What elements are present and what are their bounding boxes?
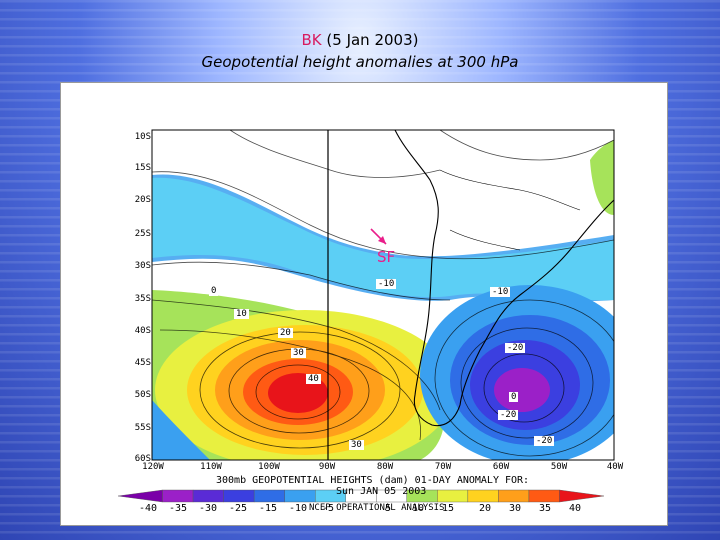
colorbar-tick: 40 (568, 503, 582, 514)
colorbar-segment (192, 489, 224, 503)
colorbar-tick: -5 (321, 503, 335, 514)
sf-marker: SF (377, 248, 396, 266)
lon-label: 40W (606, 462, 624, 472)
colorbar-segment (162, 489, 194, 503)
contour-label: 10 (234, 309, 249, 319)
map-caption-2: Sun JAN 05 2003 (336, 486, 427, 497)
colorbar-tick: -15 (258, 503, 278, 514)
event-date: (5 Jan 2003) (326, 31, 419, 49)
colorbar-tick: 30 (508, 503, 522, 514)
colorbar-tick: 35 (538, 503, 552, 514)
contour-label: -10 (376, 279, 397, 289)
contour-label: 30 (291, 348, 306, 358)
map-caption-1: 300mb GEOPOTENTIAL HEIGHTS (dam) 01-DAY … (216, 475, 530, 486)
colorbar-segment (437, 489, 469, 503)
colorbar-tick: 15 (441, 503, 455, 514)
lat-label: 15S (134, 163, 151, 173)
lon-label: 50W (550, 462, 568, 472)
lon-label: 90W (318, 462, 336, 472)
event-code: BK (301, 31, 322, 49)
lon-label: 120W (142, 462, 164, 472)
colorbar-segment (528, 489, 560, 503)
lat-label: 45S (134, 358, 151, 368)
colorbar-segment (223, 489, 255, 503)
lon-label: 80W (376, 462, 394, 472)
anomaly-band-north-light (152, 177, 614, 301)
lon-label: 60W (492, 462, 510, 472)
contour-label: 20 (278, 328, 293, 338)
colorbar-tick: -10 (288, 503, 308, 514)
colorbar-tick: 20 (478, 503, 492, 514)
contour-label: 40 (306, 374, 321, 384)
contour-label: 0 (509, 392, 519, 402)
negative-core (494, 368, 550, 412)
contour-label: -20 (505, 343, 526, 353)
lat-label: 25S (134, 229, 151, 239)
anomaly-southwest (152, 400, 210, 460)
colorbar-tick: -25 (228, 503, 248, 514)
lat-label: 20S (134, 195, 151, 205)
colorbar-segment (467, 489, 499, 503)
colorbar-segment (498, 489, 530, 503)
colorbar-tick: 10 (411, 503, 425, 514)
colorbar (117, 489, 605, 503)
lat-label: 35S (134, 294, 151, 304)
contour-label: 30 (349, 440, 364, 450)
anomaly-northeast (590, 140, 614, 215)
slide-subtitle: Geopotential height anomalies at 300 hPa (201, 53, 519, 71)
lat-label: 60S (134, 454, 151, 464)
colorbar-segment (284, 489, 316, 503)
colorbar-tick: -30 (198, 503, 218, 514)
contour-label: -20 (534, 436, 555, 446)
south-america-outline (394, 130, 614, 427)
colorbar-tick: -35 (168, 503, 188, 514)
map-caption-3: NCEP OPERATIONAL ANALYSIS (309, 503, 445, 513)
colorbar-tick: -40 (138, 503, 158, 514)
colorbar-tick: 5 (384, 503, 392, 514)
colorbar-segment (253, 489, 285, 503)
lon-label: 70W (434, 462, 452, 472)
lon-label: 110W (200, 462, 222, 472)
contour-label: -10 (490, 287, 511, 297)
colorbar-segment (559, 489, 605, 503)
lat-label: 40S (134, 326, 151, 336)
contour-label: 0 (209, 286, 219, 296)
lat-label: 55S (134, 423, 151, 433)
contour-label: -20 (498, 410, 519, 420)
lat-label: 30S (134, 261, 151, 271)
colorbar-segment (117, 489, 163, 503)
slide-title: BK (5 Jan 2003) (0, 30, 720, 50)
lat-label: 50S (134, 390, 151, 400)
lon-label: 100W (258, 462, 280, 472)
lat-label: 10S (134, 132, 151, 142)
